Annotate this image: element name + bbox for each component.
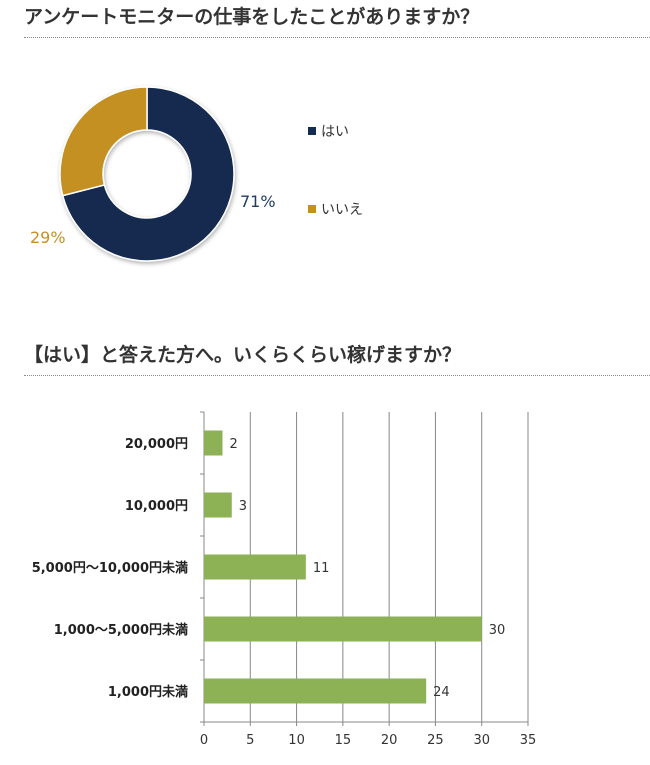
title-divider: [24, 375, 650, 376]
bar-value-label: 30: [489, 623, 506, 638]
pie-slice-yes: [61, 86, 235, 262]
category-label: 1,000〜5,000円未満: [54, 622, 188, 638]
category-label: 10,000円: [125, 499, 188, 514]
legend-swatch: [308, 205, 316, 213]
x-tick-label: 35: [520, 733, 537, 748]
legend-swatch: [308, 127, 316, 135]
x-tick-label: 30: [473, 733, 490, 748]
bar-value-label: 2: [230, 437, 238, 452]
x-tick-label: 10: [288, 733, 305, 748]
bar-value-label: 11: [313, 561, 330, 576]
pie-chart-title: アンケートモニターの仕事をしたことがありますか？: [24, 6, 480, 28]
x-tick-label: 5: [246, 733, 254, 748]
pie-slice-no: [59, 86, 148, 197]
pie-data-label: 29%: [30, 228, 66, 247]
pie-data-label: 71%: [240, 192, 276, 211]
bar: [204, 430, 223, 456]
title-divider: [24, 37, 650, 38]
bar-chart-title: 【はい】と答えた方へ。いくらくらい稼げますか？: [24, 344, 462, 366]
legend-entry: いいえ: [321, 202, 363, 218]
bar-chart: 0 5 10 15 20 25 30 35 20,000円 2 10,000円 3 5,000円〜10,…: [32, 411, 537, 748]
bar: [204, 554, 306, 580]
x-tick-label: 0: [200, 733, 208, 748]
bar-value-label: 24: [433, 685, 450, 700]
category-label: 20,000円: [125, 437, 188, 452]
bar: [204, 616, 482, 642]
x-tick-label: 15: [335, 733, 352, 748]
category-label: 1,000円未満: [108, 684, 188, 700]
x-tick-label: 25: [427, 733, 444, 748]
bar: [204, 492, 232, 518]
bar: [204, 678, 427, 704]
bar-value-label: 3: [239, 499, 247, 514]
category-label: 5,000円〜10,000円未満: [32, 560, 188, 576]
legend-entry: はい: [321, 124, 349, 140]
x-tick-label: 20: [381, 733, 398, 748]
